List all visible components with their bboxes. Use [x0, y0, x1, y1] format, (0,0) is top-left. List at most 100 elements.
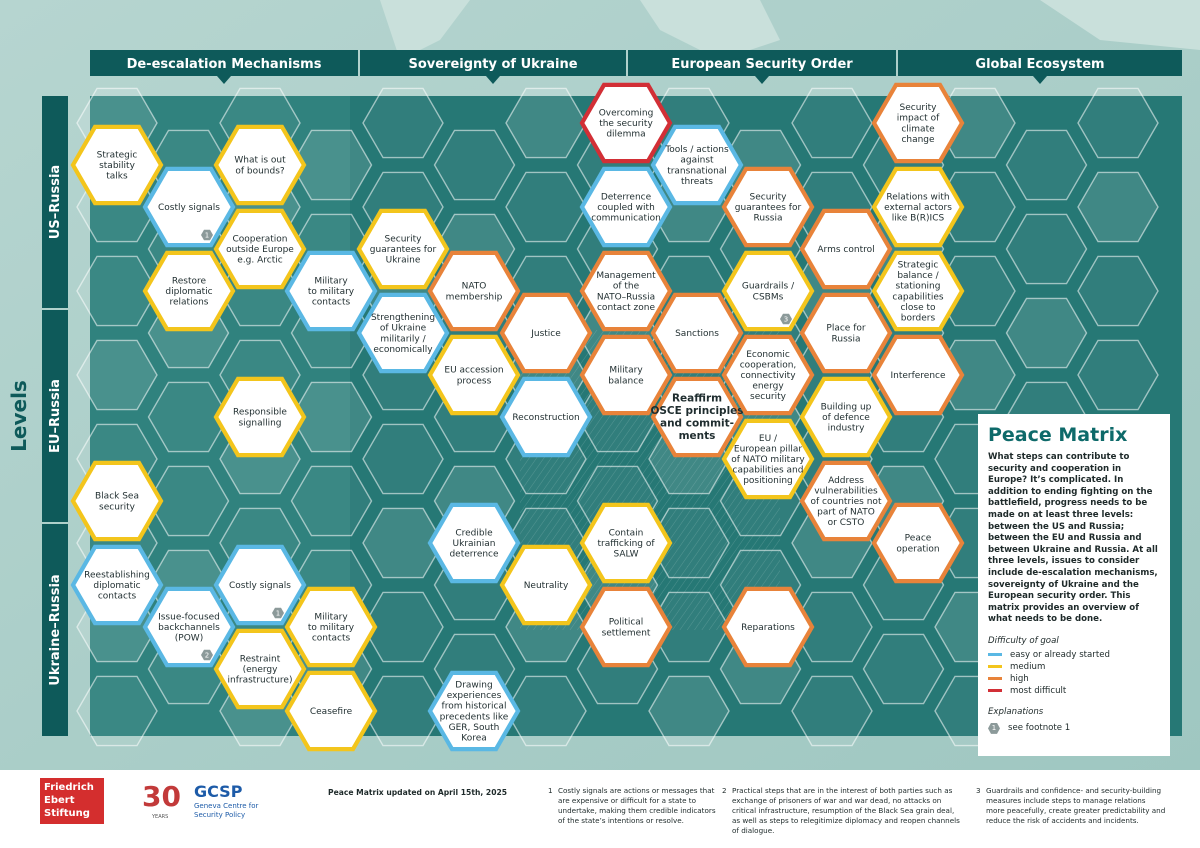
goal-hex[interactable]: Address vulnerabilities of countries not pa… — [799, 460, 893, 542]
goal-hex[interactable]: Interference — [871, 334, 965, 416]
footnote-number: 1 — [548, 786, 553, 795]
goal-hex[interactable]: Place for Russia — [799, 292, 893, 374]
legend-item-easy: easy or already started — [988, 649, 1160, 661]
goal-hex-label: Guardrails / CSBMs — [742, 282, 795, 303]
legend-list: easy or already started medium high most… — [988, 649, 1160, 697]
column-header-pointer — [217, 76, 231, 84]
goal-hex-label: Restraint (energy infrastructure) — [228, 654, 293, 685]
goal-hex-label: Ceasefire — [310, 707, 353, 717]
goal-hex-label: Reparations — [741, 623, 795, 633]
goal-hex[interactable]: Strengthening of Ukraine militarily / econo… — [356, 292, 450, 374]
goal-hex-shape — [721, 250, 815, 332]
background-hex — [791, 675, 873, 747]
goal-hex[interactable]: Management of the NATO–Russia contact zone — [579, 250, 673, 332]
goal-hex-label: Responsible signalling — [233, 408, 287, 429]
goal-hex[interactable]: Deterrence coupled with communication — [579, 166, 673, 248]
goal-hex-label: Black Sea security — [95, 492, 139, 513]
goal-hex[interactable]: Credible Ukrainian deterrence — [427, 502, 521, 584]
footnote-badge-icon — [272, 607, 284, 619]
updated-date: Peace Matrix updated on April 15th, 2025 — [328, 788, 508, 797]
goal-hex[interactable]: Relations with external actors like B(R)IC… — [871, 166, 965, 248]
goal-hex[interactable]: Guardrails / CSBMs 3 — [721, 250, 815, 332]
goal-hex-shape — [427, 670, 521, 752]
goal-hex-shape — [356, 292, 450, 374]
goal-hex-label: Credible Ukrainian deterrence — [449, 528, 499, 559]
goal-hex[interactable]: Justice — [499, 292, 593, 374]
background-hex — [648, 675, 730, 747]
goal-hex[interactable]: EU / European pillar of NATO military capab… — [721, 418, 815, 500]
goal-hex[interactable]: Issue-focused backchannels (POW) 2 — [142, 586, 236, 668]
background-hex — [433, 129, 516, 201]
goal-hex-label: Security guarantees for Ukraine — [370, 234, 437, 265]
goal-hex[interactable]: Security guarantees for Russia — [721, 166, 815, 248]
goal-hex[interactable]: Building up of defence industry — [799, 376, 893, 458]
goal-hex[interactable]: Tools / actions against transnational threa… — [650, 124, 744, 206]
goal-hex[interactable]: Security impact of climate change — [871, 82, 965, 164]
goal-hex[interactable]: Reestablishing diplomatic contacts — [70, 544, 164, 626]
footnote-3: 3 Guardrails and confidence- and securit… — [976, 786, 1166, 826]
goal-hex-shape — [579, 334, 673, 416]
background-hex — [791, 87, 873, 159]
goal-hex-label: Relations with external actors like B(R)IC… — [884, 192, 952, 223]
goal-hex[interactable]: Cooperation outside Europe e.g. Arctic — [213, 208, 307, 290]
goal-hex[interactable]: Economic cooperation, connectivity energy se… — [721, 334, 815, 416]
goal-hex[interactable]: Reconstruction — [499, 376, 593, 458]
goal-hex[interactable]: Political settlement — [579, 586, 673, 668]
goal-hex[interactable]: Security guarantees for Ukraine — [356, 208, 450, 290]
legend-swatch-easy — [988, 653, 1002, 657]
goal-hex-label: Peace operation — [896, 534, 939, 555]
goal-hex[interactable]: Reaffirm OSCE principles and commit-ments — [650, 376, 744, 458]
goal-hex-shape — [721, 166, 815, 248]
goal-hex-shape — [213, 628, 307, 710]
goal-hex-shape — [70, 544, 164, 626]
goal-hex-shape — [142, 586, 236, 668]
goal-hex[interactable]: Arms control — [799, 208, 893, 290]
goal-hex-label: Reestablishing diplomatic contacts — [84, 570, 150, 601]
goal-hex-label: Economic cooperation, connectivity energy se… — [740, 350, 797, 402]
goal-hex[interactable]: Restraint (energy infrastructure) — [213, 628, 307, 710]
goal-hex[interactable]: Sanctions — [650, 292, 744, 374]
column-header-pointer — [1033, 76, 1047, 84]
goal-hex[interactable]: Military to military contacts — [284, 586, 378, 668]
column-headers: De-escalation Mechanisms Sovereignty of U… — [90, 50, 1182, 84]
goal-hex-shape — [799, 292, 893, 374]
goal-hex-shape — [427, 334, 521, 416]
goal-hex[interactable]: EU accession process — [427, 334, 521, 416]
goal-hex-shape — [284, 586, 378, 668]
goal-hex-label: Security impact of climate change — [897, 103, 940, 145]
goal-hex[interactable]: Ceasefire — [284, 670, 378, 752]
goal-hex[interactable]: Military balance — [579, 334, 673, 416]
column-header-label: Global Ecosystem — [975, 57, 1104, 72]
goal-hex[interactable]: Strategic stability talks — [70, 124, 164, 206]
goal-hex[interactable]: Strategic balance / stationing capabilities… — [871, 250, 965, 332]
goal-hex[interactable]: Restore diplomatic relations — [142, 250, 236, 332]
goal-hex[interactable]: Costly signals 1 — [213, 544, 307, 626]
goal-hex[interactable]: Responsible signalling — [213, 376, 307, 458]
goal-hex[interactable]: Peace operation — [871, 502, 965, 584]
goal-hex[interactable]: Black Sea security — [70, 460, 164, 542]
goal-hex[interactable]: Contain trafficking of SALW — [579, 502, 673, 584]
goal-hex-shape — [284, 670, 378, 752]
goal-hex[interactable]: NATO membership — [427, 250, 521, 332]
goal-hex-label: Costly signals — [158, 203, 220, 213]
background-hex — [290, 465, 373, 537]
goal-hex[interactable]: Costly signals 1 — [142, 166, 236, 248]
goal-hex[interactable]: Military to military contacts — [284, 250, 378, 332]
legend-label: medium — [1010, 661, 1046, 672]
goal-hex-shape — [142, 250, 236, 332]
footnote-number: 2 — [722, 786, 727, 795]
goal-hex[interactable]: What is out of bounds? — [213, 124, 307, 206]
goal-hex-label: NATO membership — [446, 282, 503, 303]
footnote-badge-number: 2 — [205, 652, 209, 660]
goal-hex[interactable]: Reparations — [721, 586, 815, 668]
goal-hex[interactable]: Drawing experiences from historical precede… — [427, 670, 521, 752]
goal-hex-shape — [799, 376, 893, 458]
goal-hex-label: Reconstruction — [512, 413, 579, 423]
goal-hex[interactable]: Overcoming the security dilemma — [579, 82, 673, 164]
goal-hex-label: Security guarantees for Russia — [735, 192, 802, 223]
peace-matrix-infobox: Peace Matrix What steps can contribute t… — [978, 414, 1170, 756]
footnote-number: 3 — [976, 786, 981, 795]
goal-hex-shape — [721, 586, 815, 668]
goal-hex[interactable]: Neutrality — [499, 544, 593, 626]
goal-hex-shape — [799, 208, 893, 290]
